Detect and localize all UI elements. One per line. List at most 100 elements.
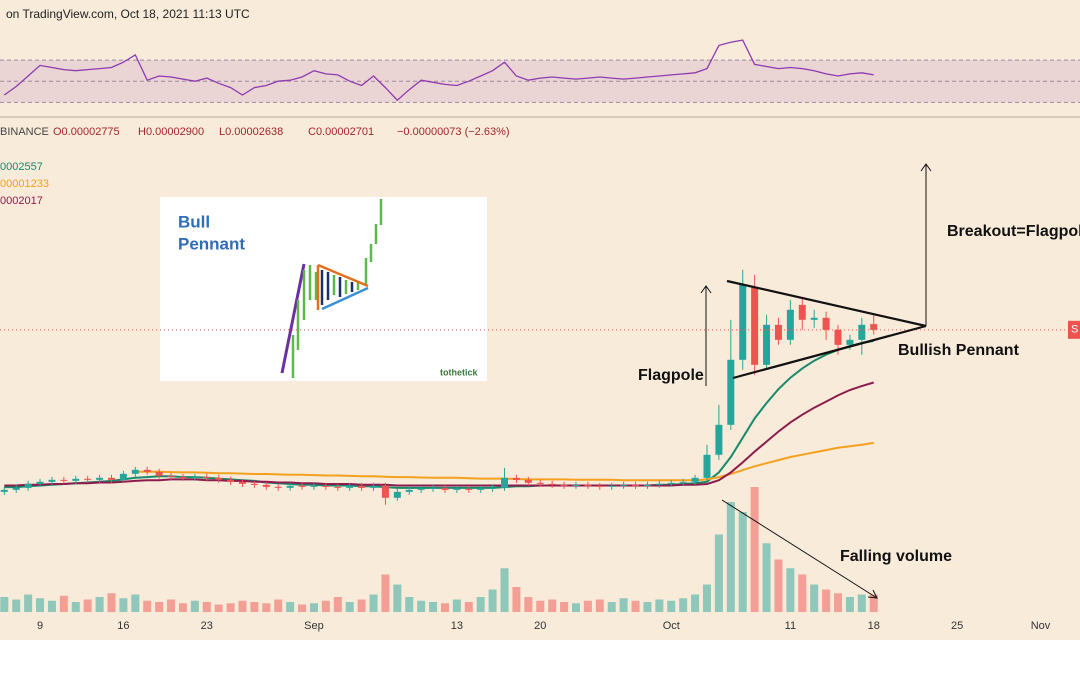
volume-bar <box>321 600 330 612</box>
candle-body <box>381 485 389 498</box>
volume-bar <box>560 602 569 612</box>
volume-bar <box>774 559 783 612</box>
volume-bar <box>869 594 878 612</box>
volume-bar <box>131 594 140 612</box>
rsi-line <box>3 39 874 102</box>
volume-bar <box>667 600 676 612</box>
candle-body <box>858 324 866 340</box>
candle-body <box>119 473 127 480</box>
candle-body <box>370 485 378 488</box>
candle-body <box>501 477 509 488</box>
legend-entry: 00001233 <box>0 178 49 190</box>
candle-body <box>191 476 199 478</box>
volume-bar <box>381 574 390 612</box>
symbol: BINANCE <box>0 126 49 138</box>
volume-bar <box>95 597 104 612</box>
plot: 0002557 00001233 0002017 S 9 16 23 Sep 13 20 Oct 11… <box>0 39 1080 632</box>
volume-bar <box>286 602 295 612</box>
x-tick-label: 16 <box>117 620 129 632</box>
volume-arrow <box>721 499 878 599</box>
volume-bar <box>59 595 68 612</box>
volume-bar <box>762 543 771 612</box>
candle-body <box>167 475 175 477</box>
candle-body <box>739 284 747 360</box>
volume-bar <box>798 574 807 612</box>
candle-body <box>346 485 354 488</box>
volume-bar <box>607 602 616 612</box>
candle-body <box>584 484 592 486</box>
candle-body <box>310 485 318 487</box>
candle-body <box>477 488 485 490</box>
volume-bar <box>405 597 414 612</box>
arrow-head <box>700 285 712 294</box>
volume-bar <box>536 600 545 612</box>
candle-body <box>715 424 723 455</box>
x-tick-label: Nov <box>1031 620 1051 632</box>
candle-body <box>655 483 663 485</box>
candle-body <box>453 488 461 490</box>
price-tag: S <box>1071 324 1078 336</box>
candle-body <box>84 478 92 480</box>
volume-bar <box>524 597 533 612</box>
candle-body <box>870 324 878 330</box>
candle-body <box>429 487 437 489</box>
candle-body <box>227 479 235 482</box>
candle-body <box>12 487 20 490</box>
candle-body <box>763 324 771 365</box>
candle-body <box>48 479 56 482</box>
volume-bar <box>178 603 187 612</box>
candle-body <box>751 287 759 365</box>
candle-body <box>441 487 449 490</box>
candle-body <box>131 469 139 474</box>
volume-bar <box>702 584 711 612</box>
volume-bar <box>643 602 652 612</box>
volume-bar <box>47 600 56 612</box>
candle-body <box>0 489 8 492</box>
volume-bar <box>83 599 92 612</box>
ohlc-low: L0.00002638 <box>219 126 283 138</box>
volume-bar <box>619 598 628 612</box>
volume-bar <box>429 602 438 612</box>
candle-body <box>393 491 401 498</box>
volume-bar <box>238 600 247 612</box>
candle-body <box>608 485 616 487</box>
pennant-lower <box>732 324 927 380</box>
x-tick-label: 18 <box>868 620 880 632</box>
arrow-head <box>867 589 878 599</box>
volume-bar <box>262 603 271 612</box>
candle-body <box>107 477 115 480</box>
candle-body <box>667 482 675 484</box>
x-tick-label: Sep <box>304 620 324 632</box>
volume-bar <box>333 597 342 612</box>
volume-bar <box>738 512 747 612</box>
candle-body <box>572 484 580 486</box>
candle-body <box>24 483 32 488</box>
candle-body <box>215 477 223 480</box>
arrow-head <box>920 163 932 172</box>
candle-body <box>203 476 211 478</box>
ohlc-open: O0.00002775 <box>53 126 120 138</box>
volume-bar <box>810 584 819 612</box>
candle-body <box>548 483 556 485</box>
candle-body <box>334 486 342 488</box>
candle-body <box>465 488 473 490</box>
inset-candles-dark <box>320 270 354 305</box>
ohlc-high: H0.00002900 <box>138 126 204 138</box>
x-tick-label: 11 <box>785 620 796 632</box>
volume-bar <box>12 599 21 612</box>
drawings <box>700 163 932 599</box>
volume-bar <box>357 599 366 612</box>
candle-body <box>632 484 640 486</box>
volume-bar <box>857 594 866 612</box>
volume-bar <box>309 603 318 612</box>
candle-body <box>298 485 306 487</box>
candle-body <box>143 469 151 472</box>
volume-bar <box>822 589 831 612</box>
legend-entry: 0002017 <box>0 195 43 207</box>
volume-bar <box>726 502 735 612</box>
ohlc-close: C0.00002701 <box>308 126 374 138</box>
candle-body <box>358 485 366 488</box>
volume-bar <box>750 487 759 612</box>
x-tick-label: 9 <box>37 620 43 632</box>
legend-entry: 0002557 <box>0 161 43 173</box>
